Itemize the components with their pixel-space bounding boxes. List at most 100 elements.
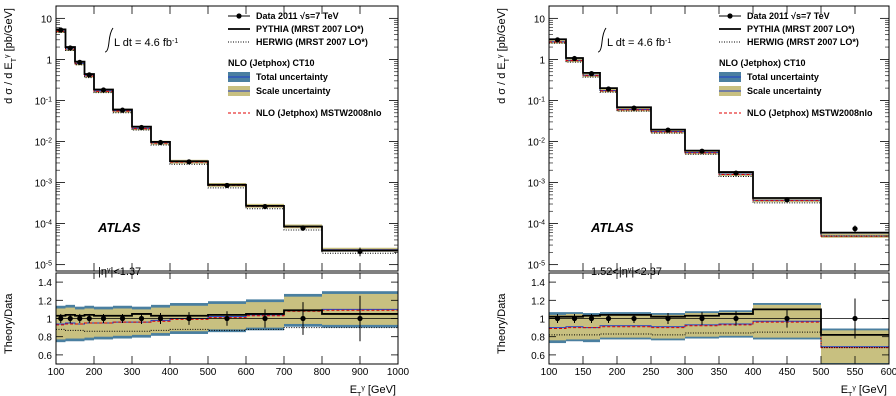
data-point xyxy=(733,170,739,176)
ratio-data-point xyxy=(119,315,126,322)
lumi-text: L dt = 4.6 fb-1 xyxy=(114,37,178,49)
y-tick-label-part: -5 xyxy=(46,260,52,267)
ratio-data-point xyxy=(186,315,192,322)
x-tick-label: 550 xyxy=(847,367,864,378)
lumi-text-part: -1 xyxy=(172,38,178,45)
y-axis-title: d σ / d ETγ [pb/GeV] xyxy=(3,8,18,104)
y-tick-label-part: 1 xyxy=(539,55,545,66)
ratio-herwig-line xyxy=(549,331,889,349)
data-point xyxy=(300,225,306,231)
data-point xyxy=(157,139,164,146)
legend-herwig-label: HERWIG (MRST 2007 LO*) xyxy=(256,37,368,47)
y-tick-label-part: 10 xyxy=(35,220,47,231)
panel-2: 100 150 200 250 300 350 400 450 500 550 60010-510-… xyxy=(496,5,896,396)
ratio-herwig-line xyxy=(56,327,398,332)
ratio-tick-label: 0.6 xyxy=(531,351,545,362)
lumi-text-part: -1 xyxy=(665,38,671,45)
x-tick-label: 200 xyxy=(609,367,626,378)
x-tick-label: 250 xyxy=(643,367,660,378)
y-tick-label: 10-5 xyxy=(35,260,52,272)
integral-sign xyxy=(104,27,114,53)
region-label-part: γ xyxy=(107,267,111,274)
y-axis-title-part: d σ / d E xyxy=(3,62,15,104)
data-point xyxy=(77,59,83,65)
y-tick-label-part: -2 xyxy=(539,137,545,144)
ratio-data-point xyxy=(631,315,637,322)
region-label: 1.52<|ηγ|<2.37 xyxy=(591,266,662,278)
data-point xyxy=(631,105,637,111)
y-tick-label: 10-4 xyxy=(35,219,52,231)
legend-mstw-label: NLO (Jetphox) MSTW2008nlo xyxy=(256,108,382,118)
ratio-mstw-line xyxy=(56,309,398,326)
x-axis-title: ETγ [GeV] xyxy=(841,384,887,396)
data-point xyxy=(119,107,126,113)
ratio-tick-label: 1.2 xyxy=(531,296,545,307)
y-tick-label-part: -1 xyxy=(46,96,52,103)
data-point xyxy=(784,197,790,203)
y-axis-title-part: T xyxy=(504,57,511,62)
ratio-data-point xyxy=(554,315,561,322)
data-point xyxy=(58,27,64,33)
ratio-nlo-line xyxy=(549,320,889,348)
x-tick-label: 400 xyxy=(162,367,179,378)
ratio-axis-title: Theory/Data xyxy=(3,293,15,354)
region-label-part: 1.52<|η xyxy=(591,266,628,278)
data-point xyxy=(852,226,858,232)
ratio-data-point xyxy=(784,315,790,322)
y-tick-label: 10-5 xyxy=(528,260,545,272)
data-point xyxy=(86,72,92,78)
x-axis-title: ETγ [GeV] xyxy=(350,384,396,396)
legend-data-label: Data 2011 √s=7 TeV xyxy=(747,11,830,21)
y-tick-label-part: -3 xyxy=(46,178,52,185)
ratio-data-point xyxy=(86,315,92,322)
legend-pythia-label: PYTHIA (MRST 2007 LO*) xyxy=(747,24,855,34)
legend-data-label: Data 2011 √s=7 TeV xyxy=(256,11,339,21)
y-tick-label-part: 10 xyxy=(528,261,540,272)
y-axis-title-part: [pb/GeV] xyxy=(3,8,15,54)
lumi-text-part: L dt = 4.6 fb xyxy=(607,37,665,49)
ratio-data-point xyxy=(157,315,164,322)
y-tick-label-part: 10 xyxy=(528,96,540,107)
y-tick-label-part: 10 xyxy=(528,179,540,190)
ratio-axis-title: Theory/Data xyxy=(496,293,508,354)
y-tick-label: 10-3 xyxy=(528,178,545,190)
legend-scale_unc-label: Scale uncertainty xyxy=(256,86,331,96)
legend-nlo_header-label: NLO (Jetphox) CT10 xyxy=(228,58,315,68)
y-tick-label: 10-4 xyxy=(528,219,545,231)
legend-total_unc-label: Total uncertainty xyxy=(747,72,819,82)
y-axis-title: d σ / d ETγ [pb/GeV] xyxy=(496,8,511,104)
ratio-tick-label: 0.8 xyxy=(531,333,545,344)
lumi-text-part: L dt = 4.6 fb xyxy=(114,37,172,49)
legend-total_unc-label: Total uncertainty xyxy=(256,72,328,82)
x-tick-label: 150 xyxy=(575,367,592,378)
region-label-part: |<1.37 xyxy=(110,266,141,278)
ratio-data-point xyxy=(588,315,595,322)
ratio-tick-label: 0.8 xyxy=(38,333,52,344)
y-tick-label-part: 10 xyxy=(528,220,540,231)
y-tick-label: 10-1 xyxy=(528,96,545,108)
legend-data-label-part: s=7 TeV xyxy=(796,11,830,21)
region-label-part: |η xyxy=(98,266,107,278)
data-point xyxy=(699,148,705,154)
ratio-data-point xyxy=(67,315,73,322)
y-tick-label: 10 xyxy=(534,14,546,25)
panel-1: 100 200 300 400 500 600 700 800 900 100010-510-41… xyxy=(3,5,410,396)
ratio-data-point xyxy=(300,315,306,322)
atlas-label: ATLAS xyxy=(97,220,141,235)
x-tick-label: 600 xyxy=(238,367,255,378)
y-tick-label-part: -5 xyxy=(539,260,545,267)
data-point xyxy=(100,87,107,93)
data-point xyxy=(67,45,73,51)
x-axis-title-part: γ xyxy=(852,385,856,392)
ratio-data-point xyxy=(852,315,858,322)
ratio-tick-label: 1.4 xyxy=(38,278,52,289)
y-tick-label-part: -4 xyxy=(46,219,52,226)
legend-scale_unc-label: Scale uncertainty xyxy=(747,86,822,96)
x-tick-label: 800 xyxy=(314,367,331,378)
ratio-data-point xyxy=(733,315,739,322)
y-tick-label-part: 10 xyxy=(35,137,47,148)
data-point xyxy=(554,37,561,43)
ratio-tick-label: 1 xyxy=(539,315,545,326)
legend-data-marker xyxy=(727,13,733,19)
x-axis-title-part: T xyxy=(848,392,853,396)
